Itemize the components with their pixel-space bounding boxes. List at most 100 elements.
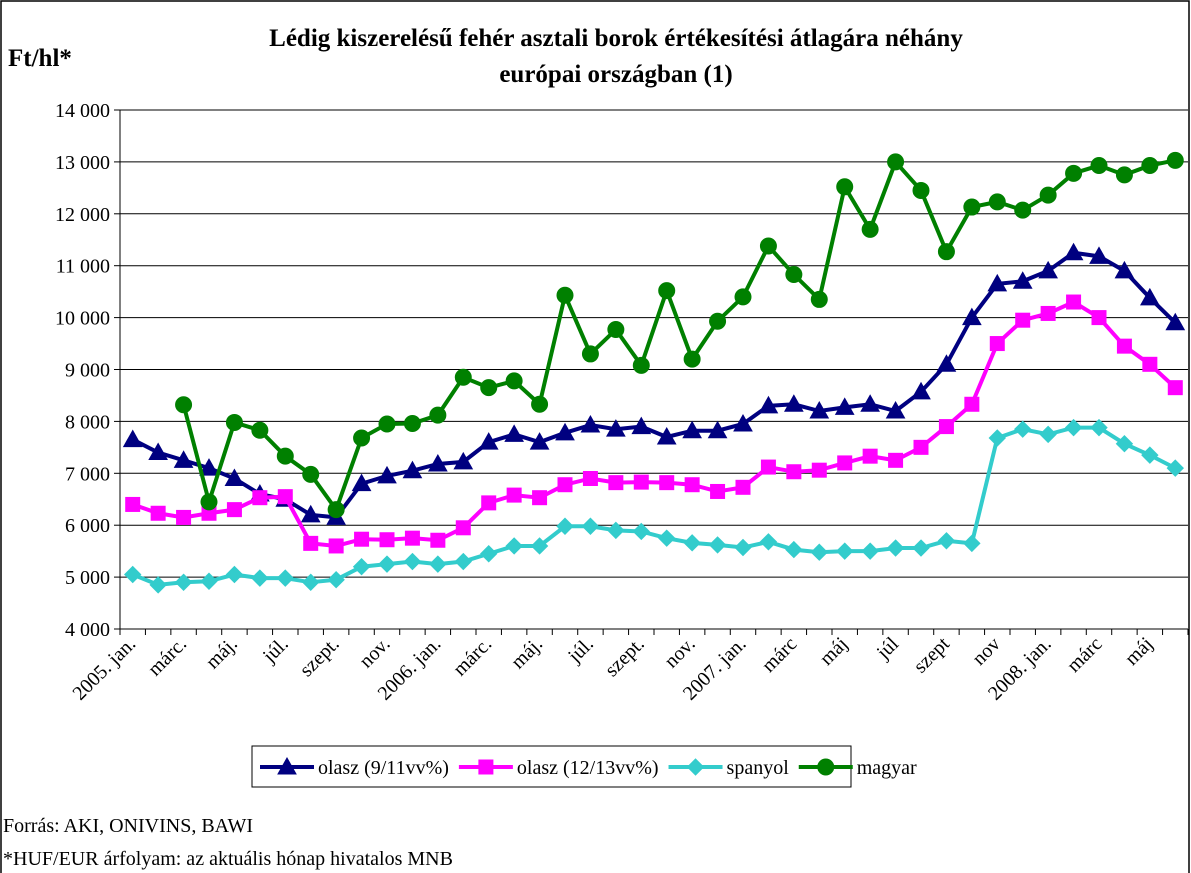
marker xyxy=(251,569,269,587)
y-tick-label: 10 000 xyxy=(55,308,110,330)
chart-title: európai országban (1) xyxy=(499,61,732,88)
marker xyxy=(276,569,294,587)
marker xyxy=(581,517,600,535)
marker xyxy=(173,450,194,468)
marker xyxy=(481,495,497,511)
legend: olasz (9/11vv%) olasz (12/13vv%) spanyol ma… xyxy=(251,745,917,788)
marker xyxy=(1140,287,1160,306)
marker xyxy=(327,501,345,519)
marker xyxy=(149,576,167,594)
marker xyxy=(148,442,168,461)
marker xyxy=(659,475,675,491)
y-tick-label: 9 000 xyxy=(65,360,110,382)
marker xyxy=(529,432,550,450)
marker xyxy=(1089,246,1109,264)
marker xyxy=(302,465,320,483)
marker xyxy=(913,439,929,455)
marker xyxy=(505,372,523,390)
marker xyxy=(125,496,141,512)
marker xyxy=(478,759,494,775)
marker xyxy=(200,493,218,511)
marker xyxy=(758,395,779,414)
marker xyxy=(837,455,853,471)
marker xyxy=(708,536,727,554)
marker xyxy=(176,509,192,525)
marker xyxy=(224,468,245,486)
marker xyxy=(811,462,827,478)
marker xyxy=(963,198,981,216)
note: Forrás: AKI, ONIVINS, BAWI xyxy=(3,815,253,837)
marker xyxy=(226,502,242,518)
marker xyxy=(1039,425,1057,444)
marker xyxy=(277,489,293,505)
marker xyxy=(124,565,142,584)
marker xyxy=(810,290,828,308)
marker xyxy=(734,538,752,557)
marker xyxy=(454,552,472,571)
marker xyxy=(300,504,321,523)
marker xyxy=(987,273,1008,292)
marker xyxy=(887,153,905,171)
marker xyxy=(632,356,650,374)
marker xyxy=(402,460,423,479)
marker xyxy=(911,381,931,400)
marker xyxy=(710,483,726,499)
marker xyxy=(379,532,395,548)
marker xyxy=(505,537,523,555)
marker xyxy=(886,539,905,557)
y-tick-label: 13 000 xyxy=(55,152,110,174)
marker xyxy=(683,534,701,552)
marker xyxy=(174,573,193,591)
marker xyxy=(276,447,294,465)
marker xyxy=(354,531,370,547)
marker xyxy=(199,458,219,476)
marker xyxy=(530,537,549,555)
marker xyxy=(1063,242,1084,261)
marker xyxy=(531,395,549,413)
marker xyxy=(327,570,345,589)
marker xyxy=(453,451,474,470)
y-tick-label: 12 000 xyxy=(55,204,110,226)
marker xyxy=(989,336,1005,352)
marker xyxy=(734,288,752,306)
marker xyxy=(633,474,649,490)
legend-label: magyar xyxy=(857,757,917,779)
marker xyxy=(303,535,319,551)
marker xyxy=(1015,312,1031,328)
marker xyxy=(1066,294,1082,310)
marker xyxy=(555,422,575,441)
series-line xyxy=(181,158,1176,514)
marker xyxy=(784,394,804,412)
marker xyxy=(786,464,802,480)
marker xyxy=(122,429,143,448)
marker xyxy=(429,406,447,424)
marker xyxy=(885,401,906,419)
marker xyxy=(403,552,422,571)
marker xyxy=(225,565,244,584)
marker xyxy=(454,368,472,386)
marker xyxy=(709,312,727,330)
marker xyxy=(200,572,218,590)
marker xyxy=(686,758,705,776)
y-axis-label: Ft/hl* xyxy=(8,45,72,72)
chart-title: Lédig kiszerelésű fehér asztali borok ér… xyxy=(269,25,963,52)
y-tick-label: 5 000 xyxy=(65,567,110,589)
marker xyxy=(175,396,193,414)
marker xyxy=(1167,380,1183,396)
marker xyxy=(760,459,776,475)
marker xyxy=(1064,418,1083,437)
marker xyxy=(252,490,268,506)
marker xyxy=(277,756,297,775)
marker xyxy=(1166,459,1184,477)
marker xyxy=(1038,260,1058,279)
marker xyxy=(404,530,420,546)
marker xyxy=(430,532,446,548)
marker xyxy=(556,286,574,304)
marker xyxy=(658,529,676,547)
marker xyxy=(1115,166,1133,184)
marker xyxy=(836,178,854,196)
marker xyxy=(1141,157,1159,175)
marker xyxy=(937,243,955,261)
marker xyxy=(1141,446,1159,464)
